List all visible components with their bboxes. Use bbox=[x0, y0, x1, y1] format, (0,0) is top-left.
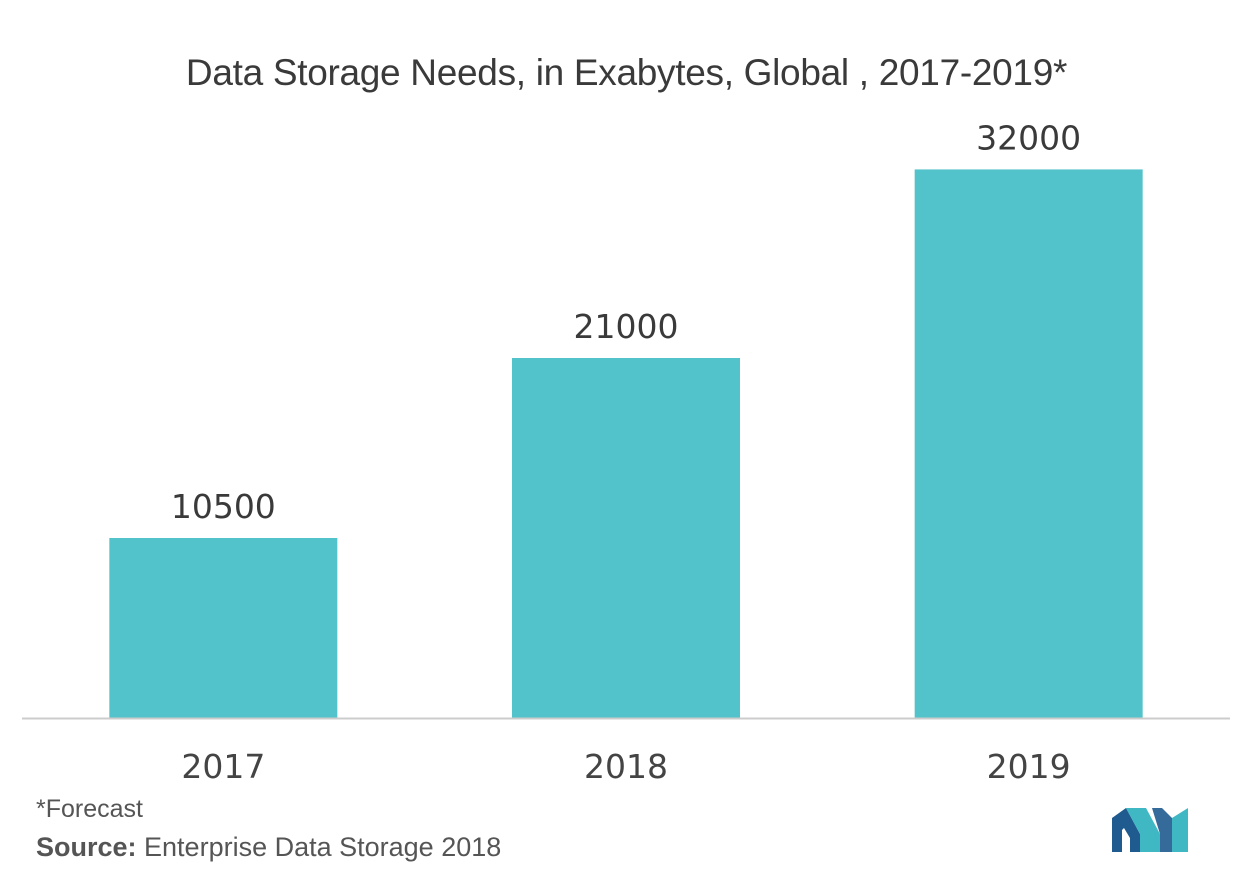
data-label-2019: 32000 bbox=[976, 118, 1081, 157]
forecast-footnote: *Forecast bbox=[36, 795, 143, 823]
mordor-intelligence-logo-icon bbox=[1112, 808, 1188, 852]
data-label-2017: 10500 bbox=[171, 487, 276, 526]
source-note: Source: Enterprise Data Storage 2018 bbox=[36, 832, 501, 863]
x-tick-label-2019: 2019 bbox=[987, 747, 1071, 786]
x-tick-label-2018: 2018 bbox=[584, 747, 668, 786]
x-tick-labels-layer: 2017 2018 2019 bbox=[181, 747, 1070, 786]
bars-layer bbox=[109, 169, 1143, 718]
source-text: Enterprise Data Storage 2018 bbox=[136, 832, 502, 862]
x-tick-label-2017: 2017 bbox=[181, 747, 265, 786]
bar-2017 bbox=[109, 538, 338, 718]
bar-chart: 10500 21000 32000 2017 2018 2019 bbox=[22, 118, 1230, 786]
data-labels-layer: 10500 21000 32000 bbox=[171, 118, 1081, 526]
data-label-2018: 21000 bbox=[574, 307, 679, 346]
bar-2019 bbox=[914, 169, 1143, 718]
chart-title: Data Storage Needs, in Exabytes, Global … bbox=[185, 52, 1068, 93]
source-label: Source: bbox=[36, 832, 137, 862]
bar-2018 bbox=[512, 358, 740, 718]
